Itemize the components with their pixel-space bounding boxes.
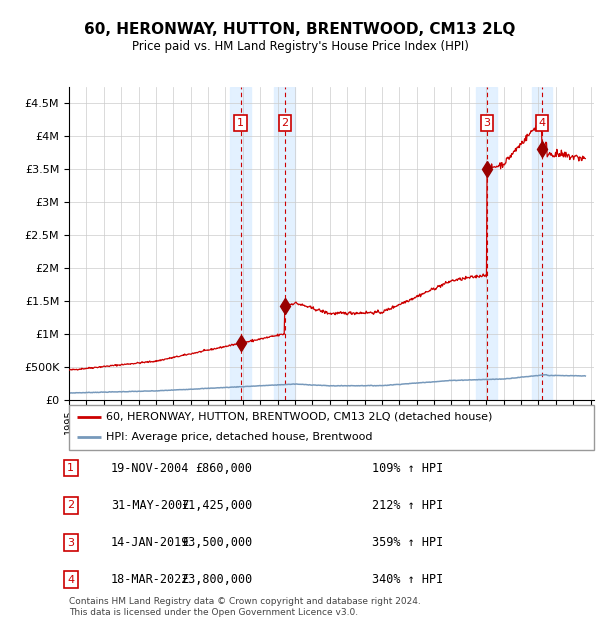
Text: HPI: Average price, detached house, Brentwood: HPI: Average price, detached house, Bren…: [106, 432, 372, 443]
Text: Contains HM Land Registry data © Crown copyright and database right 2024.
This d: Contains HM Land Registry data © Crown c…: [69, 598, 421, 617]
Text: 212% ↑ HPI: 212% ↑ HPI: [372, 499, 443, 511]
Text: 14-JAN-2019: 14-JAN-2019: [111, 536, 190, 549]
Text: 1: 1: [237, 118, 244, 128]
Text: 4: 4: [67, 575, 74, 585]
Text: £3,500,000: £3,500,000: [181, 536, 252, 549]
Text: 2: 2: [281, 118, 289, 128]
Text: 340% ↑ HPI: 340% ↑ HPI: [372, 574, 443, 586]
Text: 18-MAR-2022: 18-MAR-2022: [111, 574, 190, 586]
Text: 1: 1: [67, 463, 74, 473]
Text: £1,425,000: £1,425,000: [181, 499, 252, 511]
Text: £860,000: £860,000: [195, 462, 252, 474]
Bar: [476, 87, 497, 400]
Text: 3: 3: [67, 538, 74, 547]
Bar: [532, 87, 553, 400]
Text: Price paid vs. HM Land Registry's House Price Index (HPI): Price paid vs. HM Land Registry's House …: [131, 40, 469, 53]
Text: 19-NOV-2004: 19-NOV-2004: [111, 462, 190, 474]
Text: £3,800,000: £3,800,000: [181, 574, 252, 586]
Text: 60, HERONWAY, HUTTON, BRENTWOOD, CM13 2LQ (detached house): 60, HERONWAY, HUTTON, BRENTWOOD, CM13 2L…: [106, 412, 492, 422]
Text: 359% ↑ HPI: 359% ↑ HPI: [372, 536, 443, 549]
Bar: [274, 87, 295, 400]
Text: 2: 2: [67, 500, 74, 510]
Text: 109% ↑ HPI: 109% ↑ HPI: [372, 462, 443, 474]
Text: 3: 3: [484, 118, 490, 128]
Text: 4: 4: [538, 118, 545, 128]
Bar: [230, 87, 251, 400]
Text: 60, HERONWAY, HUTTON, BRENTWOOD, CM13 2LQ: 60, HERONWAY, HUTTON, BRENTWOOD, CM13 2L…: [85, 22, 515, 37]
Text: 31-MAY-2007: 31-MAY-2007: [111, 499, 190, 511]
